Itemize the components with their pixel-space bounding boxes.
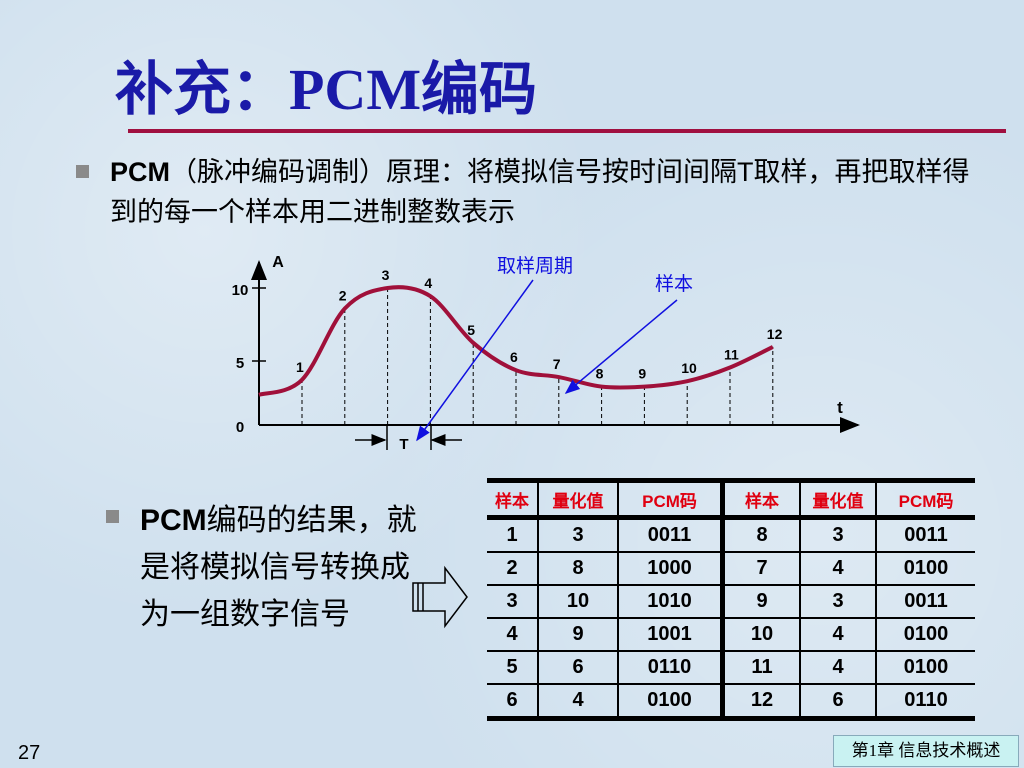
table-cell: 6: [537, 651, 618, 685]
table-cell: 3: [799, 585, 876, 619]
chapter-label: 第1章 信息技术概述: [833, 735, 1019, 767]
sample-label: 3: [382, 267, 390, 283]
table-cell: 0011: [875, 585, 975, 619]
y-tick-label: 0: [236, 419, 244, 436]
table-row: 4 9 1001 10 4 0100: [487, 618, 975, 652]
table-row: 1 3 0011 8 3 0011: [487, 517, 975, 553]
sample-label: 8: [596, 366, 604, 382]
table-cell: 0100: [617, 684, 723, 721]
table-cell: 8: [720, 517, 800, 553]
header: 量化值: [799, 478, 876, 520]
page-number: 27: [18, 742, 41, 764]
header: 样本: [720, 478, 800, 520]
sample-label: 9: [638, 366, 646, 382]
annotation-arrow: [416, 279, 534, 442]
sample-label: 12: [767, 326, 783, 342]
y-tick-label: 5: [236, 355, 244, 372]
table-row: 5 6 0110 11 4 0100: [487, 651, 975, 685]
table-cell: 1010: [617, 585, 723, 619]
analog-signal-curve: [258, 285, 774, 397]
table-cell: 11: [720, 651, 800, 685]
table-cell: 8: [537, 552, 618, 586]
table-cell: 7: [720, 552, 800, 586]
table-cell: 10: [537, 585, 618, 619]
annotation-arrow: [564, 299, 678, 394]
table-cell: 10: [720, 618, 800, 652]
table-cell: 3: [799, 517, 876, 553]
table-cell: 5: [487, 651, 538, 685]
bullet-principle: PCM（脉冲编码调制）原理：将模拟信号按时间间隔T取样，再把取样得到的每一个样本…: [110, 152, 990, 232]
table-cell: 0110: [617, 651, 723, 685]
table-cell: 0110: [875, 684, 975, 721]
term: PCM: [110, 157, 170, 187]
y-axis-label: A: [272, 254, 284, 271]
result-text: 编码的结果，就是将模拟信号转换成为一组数字信号: [140, 504, 417, 631]
table-cell: 0011: [875, 517, 975, 553]
header: PCM码: [617, 478, 723, 520]
table-cell: 0011: [617, 517, 723, 553]
table-cell: 0100: [875, 651, 975, 685]
table-cell: 4: [799, 618, 876, 652]
header: 样本: [487, 478, 538, 520]
x-axis-label: t: [837, 398, 843, 417]
y-tick-label: 10: [232, 282, 249, 299]
header: 量化值: [537, 478, 618, 520]
sample-label: 6: [510, 349, 518, 365]
sample-label: 10: [681, 360, 697, 376]
bullet-icon: [76, 165, 89, 178]
hollow-arrow-icon: [412, 565, 468, 629]
pcm-table: 样本 量化值 PCM码 样本 量化值 PCM码 1 3 0011 8 3 0011 2 8 10…: [487, 478, 975, 721]
title-divider: [128, 129, 1006, 133]
table-cell: 4: [799, 651, 876, 685]
bullet-result: PCM编码的结果，就是将模拟信号转换成为一组数字信号: [140, 497, 420, 638]
table-cell: 4: [487, 618, 538, 652]
table-cell: 2: [487, 552, 538, 586]
table-cell: 4: [537, 684, 618, 721]
term: PCM: [140, 504, 207, 537]
annotation-sampling-period: 取样周期: [497, 255, 573, 277]
table-cell: 3: [487, 585, 538, 619]
table-cell: 3: [537, 517, 618, 553]
table-cell: 1001: [617, 618, 723, 652]
annotation-sample: 样本: [655, 273, 693, 295]
table-cell: 1000: [617, 552, 723, 586]
slide-title: 补充：PCM编码: [115, 57, 538, 122]
table-cell: 4: [799, 552, 876, 586]
sample-label: 7: [553, 356, 561, 372]
sample-label: 1: [296, 359, 304, 375]
table-cell: 12: [720, 684, 800, 721]
table-cell: 1: [487, 517, 538, 553]
table-cell: 0100: [875, 618, 975, 652]
table-row: 2 8 1000 7 4 0100: [487, 552, 975, 586]
bullet-icon: [106, 510, 119, 523]
table-cell: 0100: [875, 552, 975, 586]
period-label: T: [399, 436, 408, 453]
header: PCM码: [875, 478, 975, 520]
sample-label: 5: [467, 322, 475, 338]
sample-label: 11: [724, 346, 739, 362]
table-cell: 6: [799, 684, 876, 721]
table-cell: 9: [720, 585, 800, 619]
table-row: 6 4 0100 12 6 0110: [487, 684, 975, 721]
table-cell: 9: [537, 618, 618, 652]
principle-text: （脉冲编码调制）原理：将模拟信号按时间间隔T取样，再把取样得到的每一个样本用二进…: [110, 157, 970, 227]
sample-label: 4: [424, 275, 432, 291]
table-cell: 6: [487, 684, 538, 721]
sample-label: 2: [339, 288, 347, 304]
